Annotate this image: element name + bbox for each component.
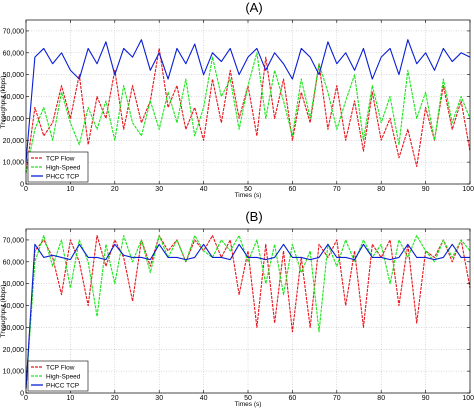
series-line-phcc-tcp bbox=[25, 39, 471, 163]
x-tick-label: 30 bbox=[155, 186, 163, 193]
y-tick-label: 70,000 bbox=[3, 237, 25, 244]
legend: TCP Flow High-Speed PHCC TCP bbox=[27, 151, 89, 183]
x-axis-label: Times (s) bbox=[235, 192, 262, 199]
legend-label: High-Speed bbox=[46, 373, 81, 380]
y-tick-label: 30,000 bbox=[3, 325, 25, 332]
y-axis-label: Throughput (kbps) bbox=[0, 75, 7, 128]
legend-label: High-Speed bbox=[46, 164, 81, 171]
y-axis-label: Throughput (kbps) bbox=[0, 284, 7, 337]
y-tick-label: 0 bbox=[20, 391, 24, 398]
x-tick-label: 100 bbox=[462, 395, 474, 402]
y-tick-label: 70,000 bbox=[3, 28, 25, 35]
series-line-tcp-flow bbox=[25, 235, 471, 389]
y-tick-label: 0 bbox=[20, 182, 24, 189]
chart-panel-b: (B) 0 10 20 30 40 50 60 70 80 90 100 0 10,000 20,000 30… bbox=[0, 209, 474, 408]
legend: TCP Flow High-Speed PHCC TCP bbox=[27, 360, 89, 392]
y-tick-label: 50,000 bbox=[3, 72, 25, 79]
x-tick-label: 70 bbox=[333, 186, 341, 193]
series-line-high-speed bbox=[25, 235, 471, 389]
x-tick-label: 60 bbox=[289, 395, 297, 402]
legend-label: PHCC TCP bbox=[46, 173, 79, 180]
x-tick-label: 50 bbox=[244, 186, 252, 193]
y-tick-label: 50,000 bbox=[3, 281, 25, 288]
x-tick-label: 80 bbox=[377, 186, 385, 193]
y-tick-label: 40,000 bbox=[3, 303, 25, 310]
x-axis-label: Times (s) bbox=[235, 401, 262, 408]
plot-area bbox=[26, 20, 470, 184]
y-tick-label: 60,000 bbox=[3, 259, 25, 266]
panel-label: (B) bbox=[245, 209, 262, 224]
legend-label: TCP Flow bbox=[46, 155, 75, 162]
panel-label: (A) bbox=[245, 0, 262, 15]
x-tick-label: 0 bbox=[24, 186, 28, 193]
legend-label: TCP Flow bbox=[46, 364, 75, 371]
x-tick-label: 40 bbox=[200, 395, 208, 402]
x-tick-label: 20 bbox=[111, 186, 119, 193]
series-line-high-speed bbox=[25, 52, 471, 174]
x-tick-label: 10 bbox=[67, 395, 75, 402]
x-tick-label: 90 bbox=[422, 186, 430, 193]
x-tick-label: 10 bbox=[67, 186, 75, 193]
chart-panel-a: (A) 0 10 20 30 40 50 60 70 80 90 100 0 10,000 20,000 30… bbox=[0, 0, 474, 199]
y-tick-label: 10,000 bbox=[3, 160, 25, 167]
x-tick-label: 0 bbox=[24, 395, 28, 402]
y-tick-label: 10,000 bbox=[3, 369, 25, 376]
x-tick-label: 50 bbox=[244, 395, 252, 402]
y-tick-label: 20,000 bbox=[3, 347, 25, 354]
x-tick-label: 80 bbox=[377, 395, 385, 402]
x-tick-label: 60 bbox=[289, 186, 297, 193]
y-tick-label: 20,000 bbox=[3, 138, 25, 145]
series-line-phcc-tcp bbox=[25, 243, 470, 389]
x-tick-label: 90 bbox=[422, 395, 430, 402]
x-tick-label: 40 bbox=[200, 186, 208, 193]
legend-label: PHCC TCP bbox=[46, 382, 79, 389]
x-tick-label: 70 bbox=[333, 395, 341, 402]
y-tick-label: 30,000 bbox=[3, 116, 25, 123]
x-tick-label: 30 bbox=[155, 395, 163, 402]
x-tick-label: 100 bbox=[462, 186, 474, 193]
x-tick-label: 20 bbox=[111, 395, 119, 402]
y-tick-label: 60,000 bbox=[3, 50, 25, 57]
y-tick-label: 40,000 bbox=[3, 94, 25, 101]
